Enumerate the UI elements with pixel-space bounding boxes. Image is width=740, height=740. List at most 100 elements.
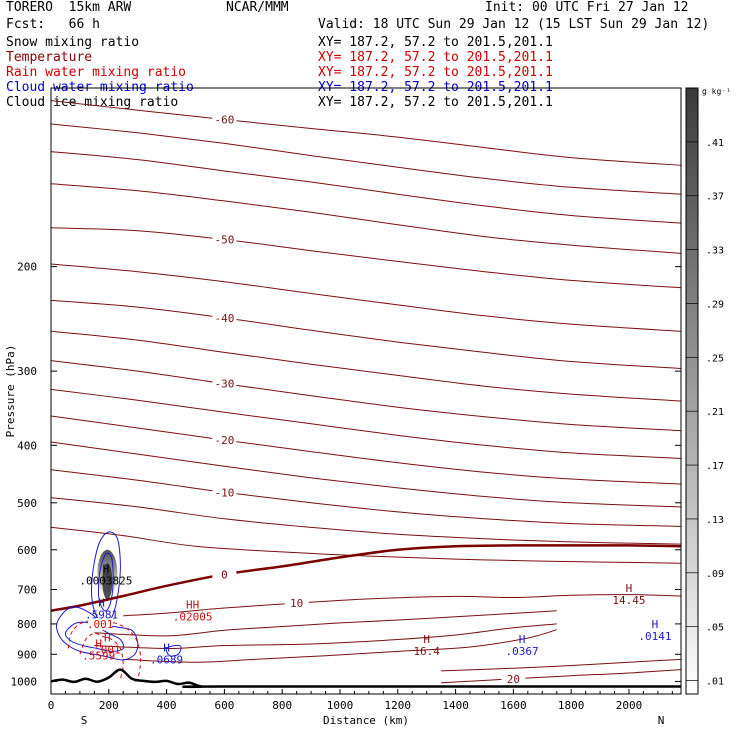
- max-marker: H: [626, 582, 633, 595]
- y-tick-label: 900: [17, 648, 37, 661]
- field-xy: XY= 187.2, 57.2 to 201.5,201.1: [318, 65, 553, 80]
- temperature-contour-label: -60: [214, 113, 234, 126]
- model-title: TORERO 15km ARW: [6, 0, 132, 15]
- y-tick-label: 1000: [11, 675, 38, 688]
- colorbar-tick-label: .13: [706, 515, 724, 526]
- colorbar-tick-label: .01: [706, 677, 724, 688]
- temperature-contour: [94, 610, 557, 637]
- temperature-contour: [51, 526, 681, 564]
- field-xy: XY= 187.2, 57.2 to 201.5,201.1: [318, 35, 553, 50]
- temperature-contour: [51, 100, 681, 166]
- temperature-contour: [51, 183, 681, 254]
- temperature-contour: [51, 227, 681, 289]
- temperature-contour-label: -20: [214, 434, 234, 447]
- x-tick-label: 400: [157, 699, 177, 712]
- max-marker: H: [98, 597, 105, 610]
- max-value-label: 14.45: [612, 594, 645, 607]
- colorbar-tick-label: .33: [706, 246, 724, 257]
- temperature-contour: [51, 415, 681, 485]
- rain-contour-label-bg: [88, 617, 113, 630]
- temperature-contour: [123, 629, 557, 663]
- y-tick-label: 400: [17, 439, 37, 452]
- field-xy: XY= 187.2, 57.2 to 201.5,201.1: [318, 95, 553, 110]
- max-value-label: .02005: [173, 610, 213, 623]
- colorbar-tick-label: .21: [706, 407, 724, 418]
- y-tick-label: 500: [17, 497, 37, 510]
- x-axis-label: Distance (km): [323, 714, 409, 727]
- x-tick-label: 1400: [442, 699, 469, 712]
- colorbar-tick-label: .17: [706, 461, 724, 472]
- max-value-label: .0141: [638, 630, 671, 643]
- temperature-contour: [51, 263, 681, 332]
- colorbar-unit: g kg⁻¹: [702, 87, 731, 96]
- south-end-label: S: [81, 714, 88, 727]
- cloud-water-contour: [64, 621, 125, 652]
- temperature-contour-label: -10: [214, 486, 234, 499]
- field-name: Temperature: [6, 50, 93, 65]
- cloud-water-contour: [165, 644, 182, 657]
- valid-time: Valid: 18 UTC Sun 29 Jan 12 (15 LST Sun …: [318, 17, 710, 32]
- y-tick-label: 600: [17, 544, 37, 557]
- max-marker: H: [95, 637, 102, 650]
- y-tick-label: 700: [17, 584, 37, 597]
- y-tick-label: 800: [17, 618, 37, 631]
- forecast-hour: Fcst: 66 h: [6, 17, 100, 32]
- x-tick-label: 200: [99, 699, 119, 712]
- temperature-contour: [123, 594, 681, 617]
- max-marker: H: [104, 632, 111, 645]
- temperature-contour: [51, 360, 681, 432]
- temperature-contour: [51, 388, 681, 459]
- rain-contour-label: .001: [87, 618, 114, 631]
- x-tick-label: 2000: [616, 699, 643, 712]
- colorbar-tick-label: .25: [706, 353, 724, 364]
- temperature-contour: [51, 330, 681, 402]
- max-value-label: .5981: [85, 609, 118, 622]
- max-marker: H: [652, 618, 659, 631]
- x-tick-label: 600: [214, 699, 234, 712]
- freezing-level-label-bg: [212, 568, 237, 581]
- temperature-contour: [441, 669, 681, 684]
- temperature-contour: [51, 299, 681, 369]
- temperature-contour-label-bg: [284, 597, 309, 610]
- colorbar-tick-label: .05: [706, 623, 724, 634]
- x-tick-label: 0: [48, 699, 55, 712]
- colorbar-tick-label: .41: [706, 138, 724, 149]
- temperature-contour: [51, 123, 681, 195]
- temperature-contour: [51, 441, 681, 508]
- freezing-level-label: 0: [221, 568, 228, 581]
- temperature-contour-label-bg: [501, 672, 526, 685]
- y-tick-label: 300: [17, 365, 37, 378]
- freezing-level-line: [51, 544, 681, 612]
- temperature-contour-label-bg: [212, 233, 237, 246]
- cloud-water-contour: [97, 552, 114, 612]
- cloud-water-contour: [56, 606, 139, 661]
- init-time: Init: 00 UTC Fri 27 Jan 12: [485, 0, 689, 15]
- max-value-label: .0367: [505, 645, 538, 658]
- x-tick-label: 1600: [500, 699, 527, 712]
- temperature-contour-label: 20: [507, 673, 520, 686]
- temperature-contour-label-bg: [212, 113, 237, 126]
- field-xy: XY= 187.2, 57.2 to 201.5,201.1: [318, 50, 553, 65]
- temperature-contour-label: 10: [290, 597, 303, 610]
- max-value-label: .0003825: [79, 574, 132, 587]
- temperature-contour: [441, 658, 681, 672]
- max-marker: H: [103, 562, 110, 575]
- y-axis-label: Pressure (hPa): [4, 345, 17, 438]
- field-name: Rain water mixing ratio: [6, 65, 187, 80]
- temperature-contour-label-bg: [212, 377, 237, 390]
- max-value-label: .001: [94, 644, 121, 657]
- x-tick-label: 1200: [385, 699, 412, 712]
- x-tick-label: 800: [272, 699, 292, 712]
- rain-contour: [67, 620, 142, 682]
- max-value-label: 16.4: [413, 645, 440, 658]
- org-label: NCAR/MMM: [226, 0, 289, 15]
- temperature-contour-label-bg: [212, 311, 237, 324]
- max-marker: HH: [186, 598, 199, 611]
- north-end-label: N: [658, 714, 665, 727]
- rain-contour: [79, 632, 124, 679]
- max-value-label: .5599: [82, 649, 115, 662]
- temperature-contour-label: -30: [214, 378, 234, 391]
- colorbar-tick-label: .37: [706, 192, 724, 203]
- field-name: Snow mixing ratio: [6, 35, 140, 50]
